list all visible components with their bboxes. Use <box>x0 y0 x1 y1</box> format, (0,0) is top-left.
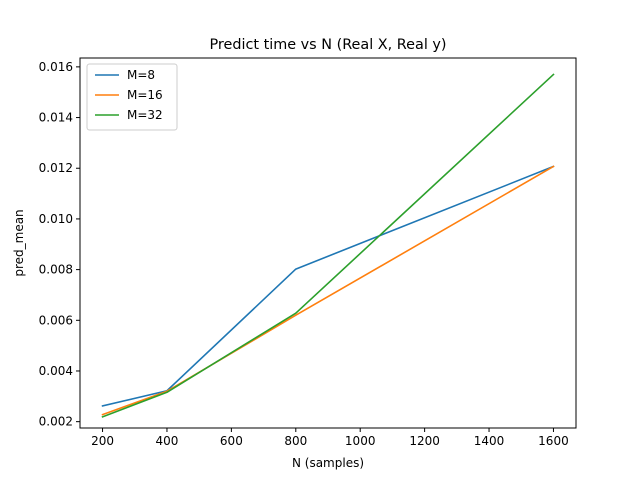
y-tick-label: 0.008 <box>39 263 73 277</box>
legend-label: M=8 <box>127 68 155 82</box>
y-tick-label: 0.004 <box>39 364 73 378</box>
x-axis-label: N (samples) <box>292 456 364 470</box>
plot-area: 200 400 600 800 1000 1200 1400 1600 0.0020.0040… <box>39 57 577 448</box>
x-tick-label: 600 <box>220 434 243 448</box>
series-lines <box>101 73 555 418</box>
x-tick-label: 200 <box>91 434 114 448</box>
chart-title: Predict time vs N (Real X, Real y) <box>209 37 446 53</box>
legend-label: M=16 <box>127 88 163 102</box>
series-line-m-8 <box>101 165 555 407</box>
x-tick-label: 800 <box>284 434 307 448</box>
y-tick-label: 0.016 <box>39 60 73 74</box>
x-tick-label: 1000 <box>345 434 376 448</box>
x-tick-label: 400 <box>156 434 179 448</box>
x-axis: 200 400 600 800 1000 1200 1400 1600 <box>91 428 569 448</box>
y-axis: 0.002 0.004 0.006 0.008 0.010 0.012 0.014 0.016 <box>39 60 80 429</box>
legend-box <box>86 63 178 131</box>
y-tick-label: 0.010 <box>39 212 73 226</box>
y-tick-label: 0.006 <box>39 313 73 327</box>
x-tick-label: 1600 <box>538 434 569 448</box>
y-axis-label: pred_mean <box>12 209 26 276</box>
y-tick-label: 0.012 <box>39 161 73 175</box>
x-tick-label: 1200 <box>409 434 440 448</box>
series-line-m-32 <box>101 73 555 418</box>
legend: M=8 M=16 M=32 <box>86 63 178 131</box>
axes-frame <box>79 57 577 429</box>
x-tick-label: 1400 <box>474 434 505 448</box>
y-tick-label: 0.014 <box>39 111 73 125</box>
y-tick-label: 0.002 <box>39 415 73 429</box>
legend-label: M=32 <box>127 108 163 122</box>
